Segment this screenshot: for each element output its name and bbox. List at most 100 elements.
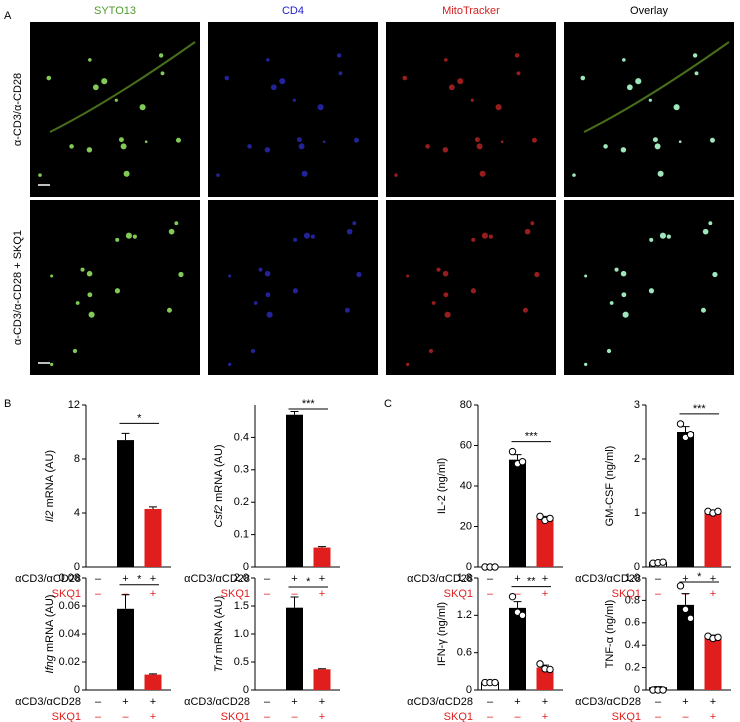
cell (479, 170, 486, 177)
condition-sign: + (710, 588, 716, 600)
cell (481, 232, 488, 239)
cell (678, 140, 682, 144)
y-tick-label: 0 (466, 561, 472, 573)
cell (702, 228, 709, 235)
cell (431, 301, 436, 305)
data-point (491, 678, 499, 687)
cell (572, 173, 576, 177)
cell (353, 137, 359, 143)
panel-letter: A (4, 10, 12, 22)
cell (584, 362, 588, 367)
bar (536, 518, 554, 567)
cell (700, 307, 706, 313)
y-tick-label: 0.02 (59, 656, 80, 668)
micrograph (30, 200, 200, 375)
condition-sign: – (487, 573, 494, 585)
cell (531, 137, 537, 143)
cell (622, 311, 629, 318)
micrograph (386, 22, 556, 197)
label-text: IL-2 (ng/ml) (436, 458, 448, 514)
cell (144, 140, 148, 144)
condition-sign: – (264, 711, 271, 722)
condition-sign: + (319, 696, 325, 708)
significance-label: * (137, 574, 142, 586)
cell (356, 271, 362, 278)
condition-sign: + (542, 588, 548, 600)
gene-name: Tnf (213, 655, 225, 672)
data-point (676, 582, 685, 590)
bar (536, 667, 554, 690)
y-axis-label: IL-2 (ng/ml) (436, 458, 448, 514)
y-tick-label: 0.8 (625, 594, 640, 606)
cell (514, 53, 520, 58)
y-tick-label: 1.0 (234, 628, 249, 640)
label-text: TNF-α (ng/ml) (604, 600, 616, 669)
y-tick-label: 0.3 (234, 464, 249, 476)
cell (258, 267, 263, 272)
micrograph (564, 200, 734, 375)
significance-label: * (306, 576, 311, 588)
cell (428, 348, 434, 354)
cell (178, 271, 184, 278)
condition-sign: – (655, 711, 662, 722)
bar (677, 432, 694, 567)
cell (224, 75, 230, 81)
cell (87, 292, 93, 298)
condition-name: αCD3/αCD28 (407, 573, 473, 585)
cell (471, 237, 476, 242)
error-bar (681, 426, 690, 432)
condition-sign: + (542, 696, 548, 708)
cell (522, 307, 528, 313)
data-point (536, 660, 544, 668)
condition-sign: – (95, 573, 102, 585)
y-tick-label: 0 (634, 684, 640, 696)
y-tick-label: 0 (74, 684, 80, 696)
condition-sign: + (122, 696, 128, 708)
condition-sign: – (95, 588, 102, 600)
y-tick-label: 4 (74, 507, 80, 519)
cell (436, 267, 441, 272)
cell (296, 137, 302, 143)
cell (303, 232, 310, 239)
y-tick-label: 0.6 (625, 617, 640, 629)
cell (86, 270, 93, 277)
bar (313, 669, 331, 690)
cell (694, 71, 699, 76)
condition-sign: – (291, 711, 298, 722)
condition-sign: – (487, 696, 494, 708)
column-header: CD4 (282, 5, 304, 17)
y-tick-label: 0.5 (234, 656, 249, 668)
cell (470, 98, 474, 102)
condition-name: αCD3/αCD28 (15, 573, 81, 585)
gene-name: Ifng (44, 654, 56, 673)
bar (117, 608, 134, 690)
fiber (583, 41, 730, 133)
cell (534, 271, 540, 278)
cell (132, 234, 137, 239)
condition-sign: + (291, 696, 297, 708)
cell (444, 58, 448, 62)
error-bar (149, 506, 157, 509)
cell (649, 237, 654, 242)
y-axis-label: Tnf mRNA (AU) (213, 596, 225, 672)
cell (38, 173, 42, 177)
cell (270, 84, 277, 91)
data-point (676, 420, 685, 428)
cell (620, 147, 627, 153)
cell (530, 221, 535, 226)
y-tick-label: 0.06 (59, 600, 80, 612)
condition-sign: – (264, 588, 271, 600)
cell (114, 288, 121, 294)
cell (168, 228, 175, 235)
cell (659, 232, 666, 239)
condition-sign: – (264, 573, 271, 585)
y-tick-label: 80 (460, 399, 472, 411)
cell (654, 143, 661, 150)
cell (406, 362, 410, 367)
cell (652, 137, 658, 143)
y-axis-label: GM-CSF (ng/ml) (604, 446, 616, 527)
condition-name: αCD3/αCD28 (184, 573, 250, 585)
cell (118, 137, 124, 143)
condition-name: SKQ1 (52, 588, 81, 600)
condition-sign: – (514, 711, 521, 722)
